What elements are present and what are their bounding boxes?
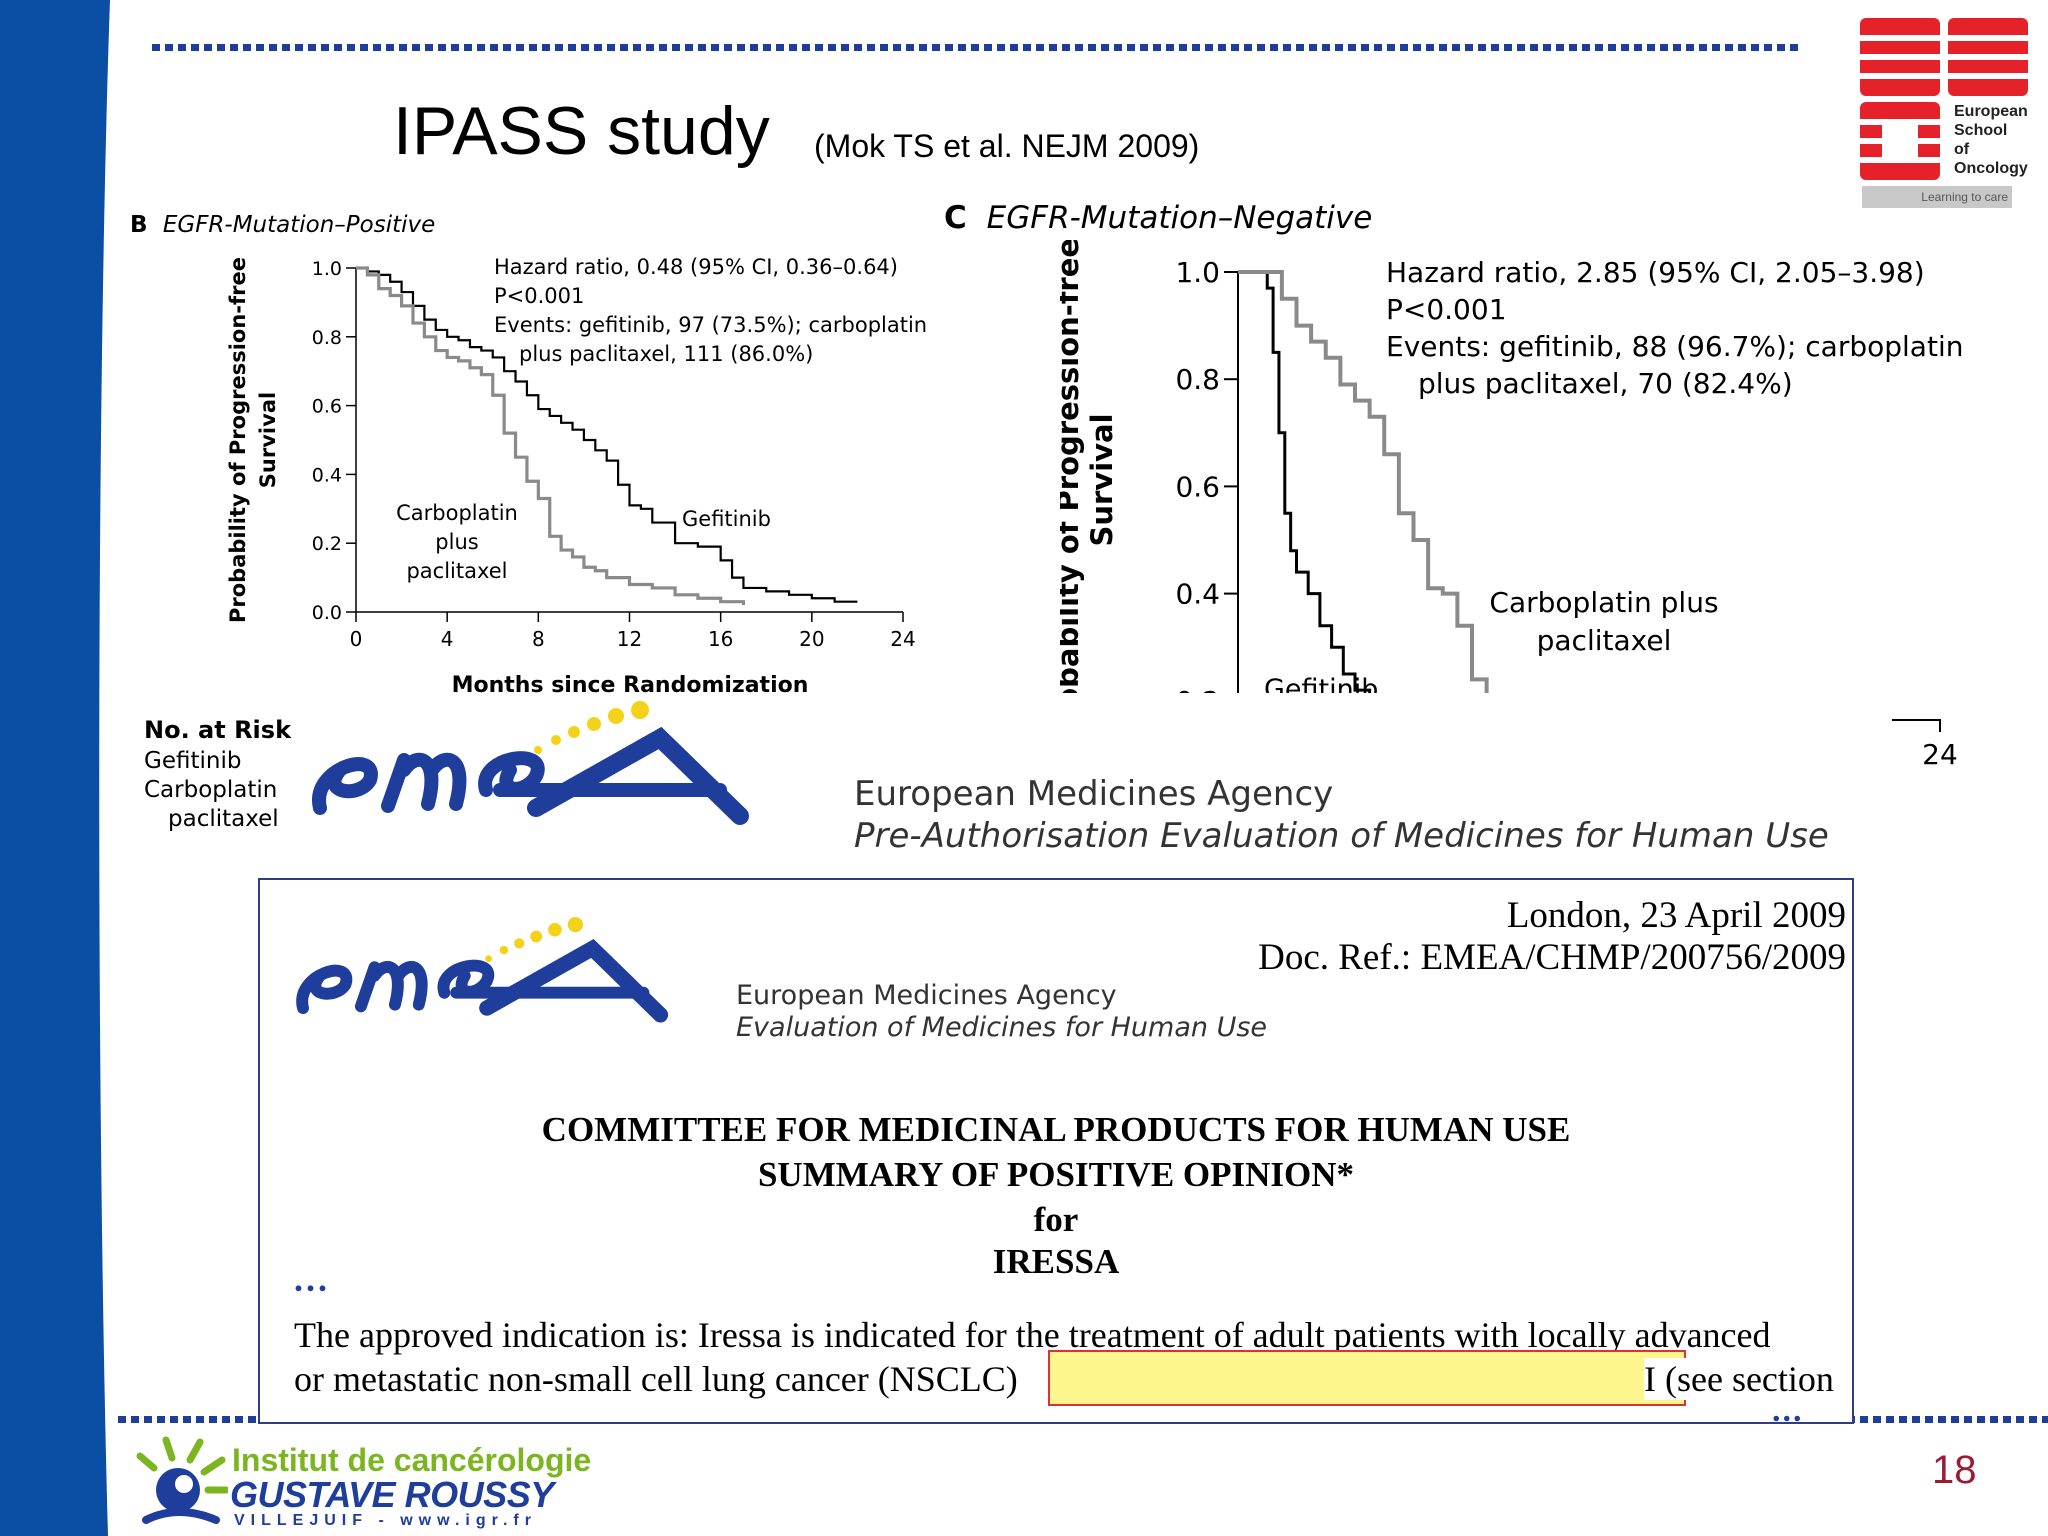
- opinion-heading: SUMMARY OF POSITIVE OPINION*: [757, 1155, 1355, 1194]
- committee-heading: COMMITTEE FOR MEDICINAL PRODUCTS FOR HUM…: [541, 1110, 1571, 1149]
- eso-wordmark: European School of Oncology: [1954, 102, 2028, 178]
- page-number: 18: [1932, 1448, 1977, 1492]
- y-tick-label: 0.4: [312, 464, 342, 486]
- x-axis-title: Months since Randomization: [452, 673, 809, 698]
- x-axis-fragment: [1892, 719, 1941, 732]
- hazard-annotation-line: plus paclitaxel, 111 (86.0%): [519, 342, 813, 366]
- hazard-annotation-line: Events: gefitinib, 88 (96.7%); carboplat…: [1386, 330, 1963, 363]
- at-risk-heading: No. at Risk: [144, 716, 292, 744]
- series-label-carboplatin: plus: [435, 530, 478, 554]
- indication-text-end: I (see section: [1644, 1358, 1834, 1400]
- eso-word: European: [1954, 103, 2028, 120]
- series-label-carboplatin: Carboplatin plus: [1489, 586, 1718, 619]
- y-tick-label: 0.2: [312, 533, 342, 555]
- series-line-gefitinib: [1238, 270, 1372, 693]
- y-tick-label: 0.6: [1175, 470, 1220, 503]
- indication-text-line: or metastatic non-small cell lung cancer…: [294, 1359, 1018, 1399]
- igr-sun-icon: [136, 1436, 228, 1524]
- hazard-annotation-line: P<0.001: [1386, 293, 1507, 326]
- y-axis-title-line: Probability of Progression-free: [226, 257, 250, 623]
- emea-logo: [312, 701, 749, 825]
- eso-tagline: Learning to care: [1862, 186, 2012, 208]
- x-tick-label: 4: [441, 627, 454, 651]
- at-risk-row-label: paclitaxel: [168, 806, 279, 832]
- hazard-annotation-line: Events: gefitinib, 97 (73.5%); carboplat…: [494, 313, 927, 337]
- citation: (Mok TS et al. NEJM 2009): [814, 128, 1200, 164]
- series-label-carboplatin: paclitaxel: [406, 559, 507, 583]
- y-axis-title-line: Survival: [256, 392, 280, 488]
- series-line-carboplatin: [356, 266, 746, 606]
- y-tick-label: 1.0: [312, 258, 342, 280]
- panel-title: EGFR-Mutation–Positive: [162, 212, 436, 238]
- y-tick-label: 0.4: [1175, 578, 1220, 611]
- indication-text-line: The approved indication is: Iressa is in…: [294, 1315, 1771, 1355]
- igr-name-line-2: GUSTAVE ROUSSY: [230, 1474, 554, 1515]
- y-tick-label: 0.2: [1175, 685, 1220, 718]
- chart-plot-area: 0.2 0.4 0.6 0.8 1.0 Gefitinib robability of Pr…: [1051, 238, 1489, 722]
- series-label-gefitinib: Gefitinib: [682, 507, 771, 531]
- x-tick-label: 24: [1922, 738, 1958, 771]
- hazard-annotation-line: P<0.001: [494, 284, 584, 308]
- emea-agency-subtitle: Pre-Authorisation Evaluation of Medicine…: [854, 816, 1829, 856]
- panel-b-heading: B EGFR-Mutation–Positive: [130, 212, 435, 238]
- y-axis-title: robability of Progression-free: [1051, 238, 1085, 722]
- panel-c-heading: C EGFR-Mutation–Negative: [944, 200, 1372, 236]
- omission-ellipsis: ...: [294, 1259, 330, 1299]
- slide-title: IPASS study: [393, 93, 770, 169]
- eso-letters-icon: [1860, 18, 2028, 180]
- y-axis-title: Probability of Progression-free Survival: [226, 257, 280, 623]
- series-line-carboplatin: [1238, 270, 1489, 693]
- hazard-annotation-line: Hazard ratio, 2.85 (95% CI, 2.05–3.98): [1386, 256, 1925, 289]
- left-blue-band: [0, 0, 110, 1536]
- hazard-annotation-line: Hazard ratio, 0.48 (95% CI, 0.36–0.64): [494, 255, 898, 279]
- series-label-carboplatin: paclitaxel: [1537, 624, 1672, 657]
- at-risk-row-label: Gefitinib: [144, 748, 242, 774]
- igr-url: VILLEJUIF - www.igr.fr: [234, 1512, 537, 1529]
- doc-reference: Doc. Ref.: EMEA/CHMP/200756/2009: [1258, 937, 1846, 978]
- y-tick-label: 0.8: [1175, 363, 1220, 396]
- doc-agency-subtitle: Evaluation of Medicines for Human Use: [736, 1012, 1268, 1043]
- y-axis-title: Survival: [1085, 413, 1119, 546]
- panel-letter: B: [130, 212, 148, 238]
- product-name: IRESSA: [992, 1242, 1120, 1281]
- x-tick-label: 0: [350, 627, 363, 651]
- y-tick-label: 0.8: [312, 327, 342, 349]
- hazard-annotation-line: plus paclitaxel, 70 (82.4%): [1418, 367, 1793, 400]
- highlighted-text-region: [1048, 1350, 1686, 1406]
- series-line-gefitinib: [356, 266, 858, 603]
- eso-word: Oncology: [1954, 160, 2028, 177]
- x-tick-label: 8: [532, 627, 545, 651]
- y-tick-label: 0.6: [312, 396, 342, 418]
- emea-logo: [296, 916, 669, 1023]
- igr-name-line-1: Institut de cancérologie: [232, 1442, 592, 1478]
- doc-date: London, 23 April 2009: [1506, 895, 1846, 936]
- panel-title: EGFR-Mutation–Negative: [986, 200, 1373, 236]
- series-label-carboplatin: Carboplatin: [396, 501, 518, 525]
- x-tick-label: 20: [799, 627, 824, 651]
- panel-letter: C: [944, 200, 967, 236]
- x-tick-label: 12: [617, 627, 642, 651]
- top-dotted-rule: [152, 44, 1802, 51]
- y-tick-label: 1.0: [1175, 256, 1220, 289]
- eso-word: of: [1954, 141, 1970, 158]
- chmp-opinion-document: European Medicines Agency Evaluation of …: [258, 878, 1854, 1424]
- x-tick-label: 24: [890, 627, 915, 651]
- doc-agency-name: European Medicines Agency: [736, 980, 1117, 1011]
- y-tick-label: 0.0: [312, 602, 342, 624]
- x-tick-label: 16: [708, 627, 733, 651]
- emea-agency-name: European Medicines Agency: [854, 774, 1334, 814]
- at-risk-row-label: Carboplatin: [144, 777, 278, 803]
- series-label-gefitinib: Gefitinib: [1264, 674, 1378, 705]
- omission-ellipsis: ...: [1772, 1392, 1804, 1424]
- for-heading: for: [1033, 1200, 1079, 1239]
- eso-word: School: [1954, 122, 2008, 139]
